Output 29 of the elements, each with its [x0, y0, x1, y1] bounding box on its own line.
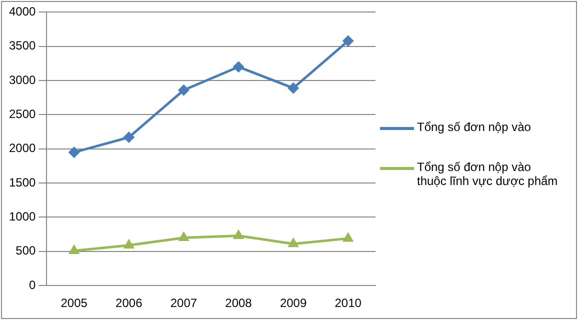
y-tick-label: 3000 [8, 72, 36, 87]
x-tick-label: 2006 [116, 296, 143, 310]
point [342, 36, 354, 46]
y-tick-label: 2500 [8, 107, 36, 122]
y-tick-label: 2000 [8, 141, 36, 156]
point [124, 132, 134, 143]
legend-label: Tổng số đơn nộp vào thuộc lĩnh vực dược phẩm [417, 160, 559, 188]
point [68, 147, 80, 158]
x-tick-label: 2007 [170, 296, 198, 310]
y-tick-label: 0 [29, 278, 36, 292]
point [124, 240, 134, 249]
x-tick-label: 2009 [280, 296, 307, 310]
y-tick-label: 1500 [8, 175, 36, 190]
y-tick-label: 1000 [8, 210, 36, 224]
y-tick-label: 4000 [8, 4, 36, 19]
y-tick-label: 500 [16, 244, 36, 258]
point [234, 230, 244, 239]
point [233, 62, 244, 72]
point [288, 82, 299, 94]
point [69, 245, 79, 254]
y-tick-label: 3500 [8, 38, 36, 53]
x-tick-label: 2010 [334, 296, 362, 310]
point [178, 232, 188, 242]
x-tick-label: 2008 [225, 296, 252, 310]
point [288, 238, 298, 248]
point [343, 233, 353, 242]
legend-label: Tổng số đơn nộp vào [417, 120, 531, 134]
point [178, 84, 189, 96]
x-tick-label: 2005 [60, 296, 88, 310]
